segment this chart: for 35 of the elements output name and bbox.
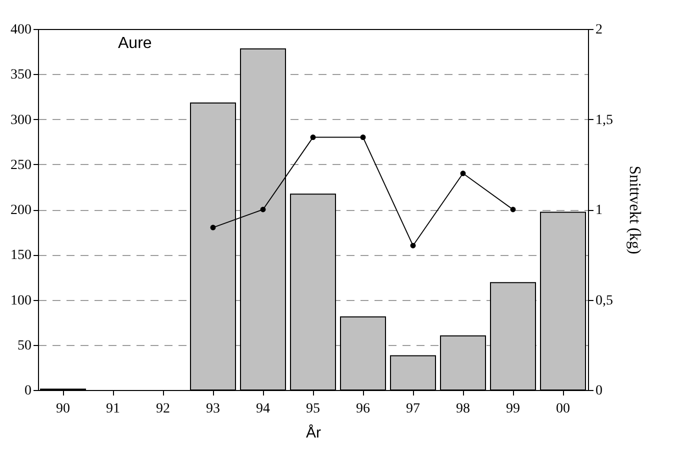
y2-tick-label: 1,5 [596, 112, 613, 128]
x-tick-label: 99 [506, 402, 520, 416]
x-tick-label: 95 [306, 402, 320, 416]
x-tick-label: 92 [156, 402, 170, 416]
x-tick-label: 96 [356, 402, 370, 416]
point [310, 134, 316, 140]
y2-axis-title: Snittvekt (kg) [626, 166, 643, 254]
point [410, 242, 416, 248]
point [260, 206, 266, 212]
y-tick-label: 100 [10, 293, 32, 308]
y-tick-label: 250 [10, 158, 32, 173]
point [460, 170, 466, 176]
y2-tick-label: 0 [596, 384, 602, 398]
y-tick-label: 200 [10, 203, 32, 218]
y2-tick-label: 0,5 [596, 293, 613, 308]
y2-tick-label: 1 [596, 203, 602, 218]
point [210, 224, 216, 230]
y-tick-label: 50 [18, 338, 32, 354]
x-axis-title: År [306, 424, 322, 442]
x-tick-label: 97 [406, 402, 420, 416]
y-tick-label: 400 [10, 22, 32, 38]
x-tick-label: 91 [106, 402, 120, 416]
x-tick-label: 98 [456, 402, 470, 416]
point [360, 134, 366, 140]
x-tick-label: 93 [206, 402, 220, 416]
x-tick-label: 90 [56, 402, 70, 416]
y-tick-label: 300 [10, 112, 32, 128]
y2-tick-label: 2 [596, 22, 602, 38]
y-tick-label: 150 [10, 248, 32, 264]
annotation: Aure [118, 35, 152, 52]
x-tick-label: 00 [556, 402, 570, 416]
y-tick-label: 350 [10, 68, 32, 83]
x-tick-label: 94 [256, 402, 270, 416]
point [510, 206, 516, 212]
y-tick-label: 0 [24, 384, 32, 398]
